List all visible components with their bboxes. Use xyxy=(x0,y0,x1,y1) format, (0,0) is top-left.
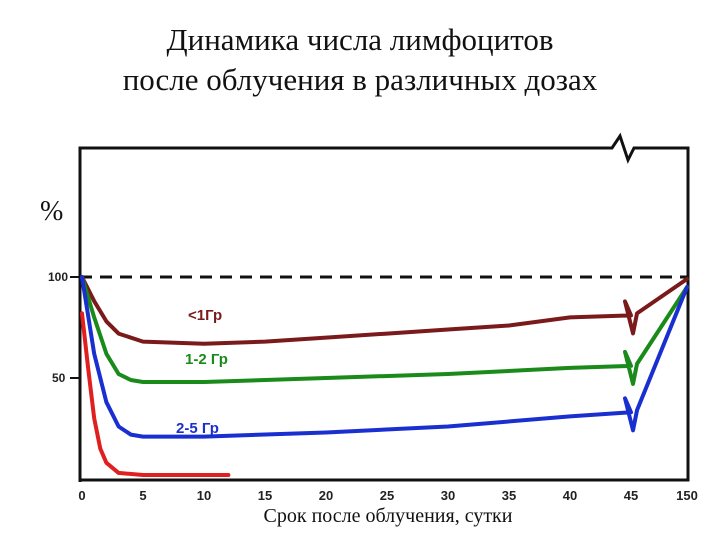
x-tick-label-45: 45 xyxy=(624,488,638,503)
x-tick-label-5: 5 xyxy=(139,488,146,503)
x-tick-label-15: 15 xyxy=(258,488,272,503)
x-tick-label-35: 35 xyxy=(502,488,516,503)
title-line-2: после облучения в различных дозах xyxy=(122,62,598,97)
x-tick-label-40: 40 xyxy=(563,488,577,503)
x-tick-label-20: 20 xyxy=(319,488,333,503)
series-label-1-2gy: 1-2 Гр xyxy=(185,351,228,368)
series-group xyxy=(80,275,689,477)
x-tick-label-10: 10 xyxy=(197,488,211,503)
x-axis-label: Срок после облучения, сутки xyxy=(264,505,513,527)
x-tick-label-30: 30 xyxy=(441,488,455,503)
chart-title: Динамика числа лимфоцитов после облучени… xyxy=(0,20,720,100)
x-tick-label-150: 150 xyxy=(676,488,698,503)
y-tick-label-100: 100 xyxy=(48,270,68,284)
y-tick-label-50: 50 xyxy=(52,371,66,385)
plot-frame xyxy=(78,132,690,482)
x-tick-labels: 0 5 10 15 20 25 30 35 40 45 150 xyxy=(78,488,697,503)
series-label-lt1gy: <1Гр xyxy=(188,307,222,324)
x-tick-label-25: 25 xyxy=(380,488,394,503)
series-line-high-dose xyxy=(80,311,231,477)
series-line-lt1gy xyxy=(80,275,689,346)
y-axis-label: % xyxy=(40,196,63,227)
x-tick-label-0: 0 xyxy=(78,488,85,503)
series-line-1-2gy xyxy=(80,275,689,386)
series-label-2-5gy: 2-5 Гр xyxy=(176,420,219,437)
series-line-2-5gy xyxy=(80,275,689,439)
title-line-1: Динамика числа лимфоцитов xyxy=(166,22,554,57)
